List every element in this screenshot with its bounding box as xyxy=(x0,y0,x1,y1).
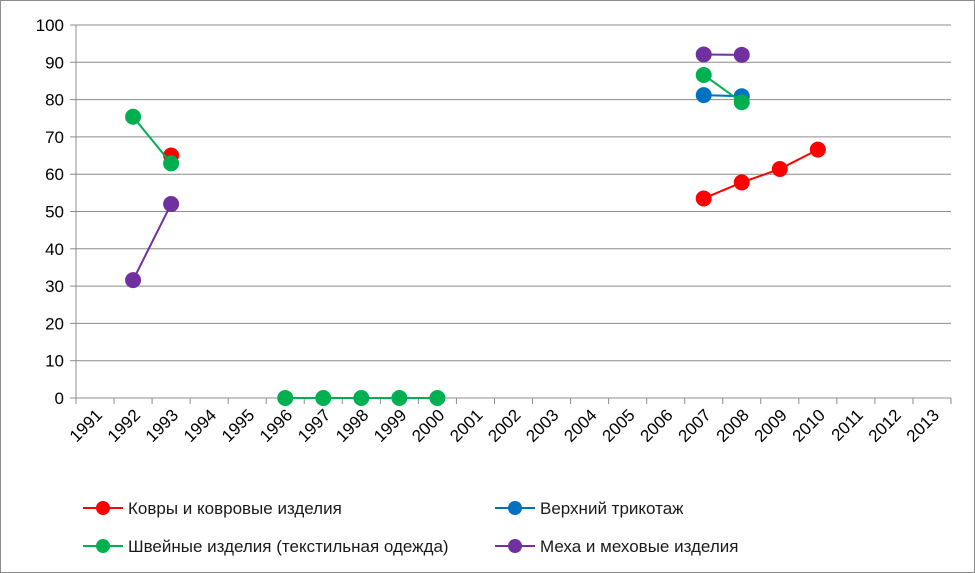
data-point xyxy=(733,46,750,63)
data-point xyxy=(429,390,446,406)
x-axis-ticks: 1991199219931994199519961997199819992000… xyxy=(66,406,943,446)
y-axis-ticks: 0 10 20 30 40 50 60 70 80 90 100 xyxy=(36,16,64,408)
data-point xyxy=(125,108,142,125)
legend-label: Меха и меховые изделия xyxy=(540,537,738,556)
x-tick-label: 1997 xyxy=(294,406,334,446)
series-line-segment xyxy=(132,116,172,165)
x-tick-label: 1995 xyxy=(218,406,258,446)
series-line-segment xyxy=(132,203,173,281)
data-point xyxy=(695,66,712,83)
legend-item: Ковры и ковровые изделия xyxy=(83,499,342,518)
data-point xyxy=(391,390,408,406)
legend-marker xyxy=(508,539,522,553)
legend-marker xyxy=(96,501,110,515)
x-tick-label: 1993 xyxy=(142,406,182,446)
y-tick-label: 90 xyxy=(45,53,64,72)
x-tick-label: 1991 xyxy=(66,406,106,446)
x-tick-label: 1992 xyxy=(104,406,144,446)
x-tick-label: 1999 xyxy=(370,406,410,446)
legend-label: Швейные изделия (текстильная одежда) xyxy=(128,537,449,556)
x-tick-label: 2011 xyxy=(828,406,867,445)
x-tick-label: 2009 xyxy=(751,406,791,446)
x-tick-label: 2005 xyxy=(598,406,638,446)
x-tick-label: 2012 xyxy=(865,406,905,446)
data-point xyxy=(163,196,180,213)
legend-label: Ковры и ковровые изделия xyxy=(128,499,342,518)
legend-item: Верхний трикотаж xyxy=(495,499,684,518)
y-tick-label: 50 xyxy=(45,203,64,222)
legend-marker xyxy=(96,539,110,553)
y-tick-label: 0 xyxy=(55,389,64,408)
data-point xyxy=(771,160,788,177)
data-point xyxy=(695,46,712,63)
data-point xyxy=(277,390,294,406)
legend-label: Верхний трикотаж xyxy=(540,499,684,518)
x-tick-label: 2002 xyxy=(484,406,524,446)
series-4 xyxy=(125,46,750,289)
x-tick-label: 2000 xyxy=(408,406,448,446)
y-tick-label: 10 xyxy=(45,352,64,371)
legend-item: Швейные изделия (текстильная одежда) xyxy=(83,537,449,556)
series-1 xyxy=(163,141,826,207)
x-tick-label: 2001 xyxy=(446,406,486,446)
y-tick-label: 100 xyxy=(36,16,64,35)
axes xyxy=(70,24,952,404)
x-tick-label: 1998 xyxy=(332,406,372,446)
data-point xyxy=(353,390,370,406)
data-point xyxy=(315,390,332,406)
y-tick-label: 30 xyxy=(45,277,64,296)
x-tick-label: 1996 xyxy=(256,406,296,446)
x-tick-label: 2007 xyxy=(675,406,715,446)
x-tick-label: 2004 xyxy=(560,406,600,446)
x-tick-label: 2006 xyxy=(637,406,677,446)
x-tick-label: 2003 xyxy=(522,406,562,446)
data-point xyxy=(733,174,750,191)
legend-item: Меха и меховые изделия xyxy=(495,537,738,556)
gridlines xyxy=(76,24,951,362)
y-tick-label: 60 xyxy=(45,165,64,184)
legend: Ковры и ковровые изделия Верхний трикотаж… xyxy=(83,499,738,556)
y-tick-label: 20 xyxy=(45,314,64,333)
data-point xyxy=(733,94,750,111)
legend-marker xyxy=(508,501,522,515)
series-3 xyxy=(125,66,750,406)
data-point xyxy=(125,272,142,289)
data-point xyxy=(695,190,712,207)
y-tick-label: 40 xyxy=(45,240,64,259)
data-point xyxy=(163,155,180,172)
data-point xyxy=(809,141,826,158)
x-tick-label: 1994 xyxy=(180,406,220,446)
plot-series xyxy=(125,46,826,406)
y-tick-label: 70 xyxy=(45,128,64,147)
x-tick-label: 2010 xyxy=(789,406,829,446)
data-point xyxy=(695,87,712,104)
x-tick-label: 2008 xyxy=(713,406,753,446)
y-tick-label: 80 xyxy=(45,91,64,110)
x-tick-label: 2013 xyxy=(903,406,943,446)
